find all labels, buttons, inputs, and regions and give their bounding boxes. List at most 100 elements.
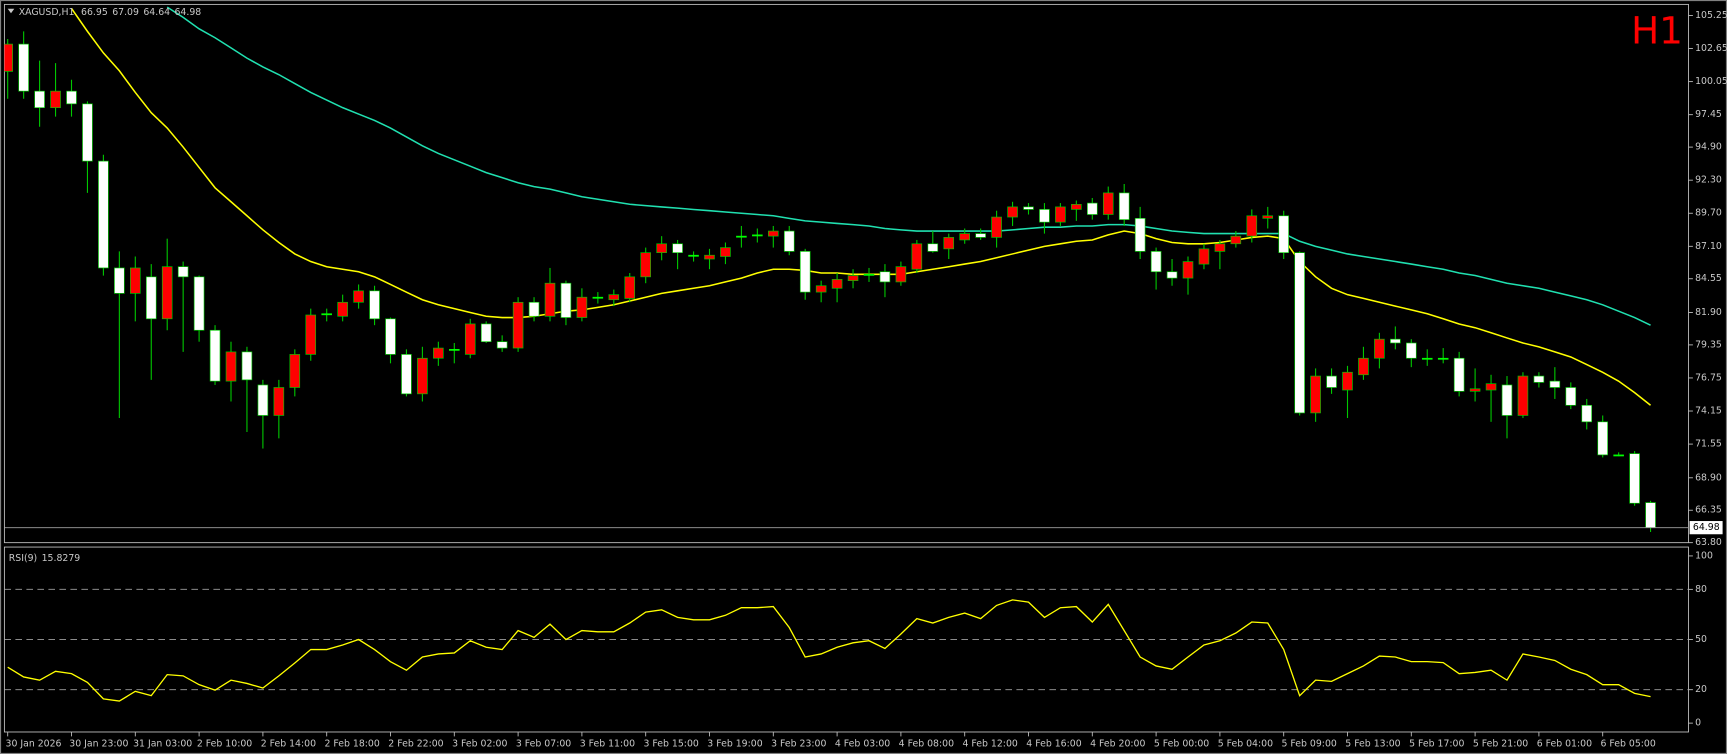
candle-body bbox=[417, 357, 428, 395]
candle-body bbox=[1501, 384, 1513, 416]
candle-body bbox=[720, 247, 731, 257]
candle-body bbox=[480, 323, 492, 343]
y-tick-label: 105.25 bbox=[1695, 10, 1727, 21]
x-tick-label: 4 Feb 12:00 bbox=[963, 739, 1018, 750]
candle-body bbox=[1549, 380, 1561, 388]
candle-body bbox=[1310, 375, 1321, 414]
chart-header: XAGUSD,H1 66.95 67.09 64.64 64.98 bbox=[19, 7, 202, 18]
x-tick-label: 3 Feb 15:00 bbox=[644, 739, 699, 750]
y-tick-label: 102.65 bbox=[1695, 43, 1727, 54]
open-value: 66.95 bbox=[81, 7, 108, 18]
rsi-header: RSI(9) 15.8279 bbox=[9, 553, 80, 564]
y-tick-label: 0 bbox=[1695, 718, 1701, 729]
x-tick-label: 2 Feb 18:00 bbox=[325, 739, 380, 750]
candle-body bbox=[305, 314, 317, 355]
candle-body bbox=[401, 354, 412, 395]
x-tick-label: 2 Feb 10:00 bbox=[197, 739, 252, 750]
candle-body bbox=[544, 282, 556, 317]
candle-body bbox=[273, 387, 285, 416]
candle-body bbox=[225, 351, 237, 382]
candle-body bbox=[1326, 375, 1337, 388]
candle-body bbox=[1453, 357, 1465, 392]
candle-body bbox=[1102, 192, 1114, 215]
x-tick-label: 4 Feb 16:00 bbox=[1026, 739, 1081, 750]
candle-body bbox=[34, 90, 45, 109]
y-tick-label: 81.90 bbox=[1695, 307, 1722, 318]
candle-body bbox=[1134, 218, 1146, 252]
y-tick-label: 68.90 bbox=[1695, 472, 1722, 483]
candle-body bbox=[943, 237, 955, 250]
y-tick-label: 84.55 bbox=[1695, 273, 1722, 284]
y-tick-label: 76.75 bbox=[1695, 372, 1722, 383]
candle-body bbox=[1390, 338, 1401, 344]
candle-body bbox=[1055, 206, 1066, 223]
rsi-title: RSI(9) bbox=[9, 553, 37, 564]
x-tick-label: 5 Feb 13:00 bbox=[1345, 739, 1400, 750]
candle-body bbox=[1629, 453, 1640, 504]
candle-body bbox=[369, 290, 380, 320]
candle-body bbox=[768, 230, 779, 237]
candle-body bbox=[783, 230, 795, 252]
candle-body bbox=[831, 279, 843, 289]
candle-body bbox=[560, 282, 572, 318]
candle-body bbox=[624, 276, 636, 299]
y-tick-label: 100 bbox=[1695, 550, 1713, 561]
candle-body bbox=[66, 90, 77, 105]
close-value: 64.98 bbox=[174, 7, 201, 18]
x-tick-label: 4 Feb 03:00 bbox=[835, 739, 890, 750]
y-tick-label: 71.55 bbox=[1695, 439, 1722, 450]
x-tick-label: 5 Feb 21:00 bbox=[1473, 739, 1528, 750]
candle-body bbox=[1374, 338, 1385, 359]
x-tick-label: 31 Jan 03:00 bbox=[133, 739, 192, 750]
menu-arrow bbox=[7, 8, 15, 14]
candle-body bbox=[815, 285, 827, 293]
x-tick-label: 5 Feb 04:00 bbox=[1218, 739, 1273, 750]
candle-body bbox=[1294, 252, 1305, 414]
candle-body bbox=[464, 323, 476, 355]
main-panel bbox=[3, 3, 1689, 544]
candle-body bbox=[1214, 243, 1226, 252]
candle-body bbox=[975, 233, 986, 238]
candle-body bbox=[241, 351, 253, 381]
low-value: 64.64 bbox=[143, 7, 170, 18]
x-tick-label: 3 Feb 19:00 bbox=[707, 739, 762, 750]
x-tick-label: 3 Feb 07:00 bbox=[516, 739, 571, 750]
x-tick-label: 5 Feb 17:00 bbox=[1409, 739, 1464, 750]
main-plot bbox=[4, 6, 1689, 532]
y-tick-label: 92.30 bbox=[1695, 175, 1722, 186]
candle-body bbox=[1533, 375, 1545, 383]
candle-body bbox=[1007, 206, 1018, 218]
candle-body bbox=[1246, 215, 1258, 237]
candle-body bbox=[161, 266, 173, 320]
candle-body bbox=[991, 216, 1002, 238]
y-tick-label: 94.90 bbox=[1695, 142, 1722, 153]
candle-body bbox=[1278, 215, 1289, 254]
candle-body bbox=[704, 254, 715, 260]
candle-body bbox=[289, 354, 301, 388]
candle-body bbox=[496, 341, 508, 349]
candle-body bbox=[911, 243, 923, 270]
candle-body bbox=[114, 267, 125, 294]
candle-body bbox=[1198, 248, 1210, 265]
candle-body bbox=[1230, 235, 1242, 245]
candle-body bbox=[1087, 202, 1098, 215]
x-tick-label: 5 Feb 09:00 bbox=[1282, 739, 1337, 750]
candle-body bbox=[50, 90, 61, 109]
candle-body bbox=[18, 43, 29, 92]
candle-body bbox=[512, 301, 524, 349]
rsi-value: 15.8279 bbox=[42, 553, 81, 564]
moving-average bbox=[166, 6, 1651, 326]
candle-body bbox=[608, 294, 620, 301]
candle-body bbox=[98, 160, 109, 269]
candle-body bbox=[895, 266, 907, 283]
candle-body bbox=[1613, 454, 1624, 457]
candle-body bbox=[1342, 371, 1353, 391]
candle-body bbox=[1517, 375, 1529, 416]
x-tick-label: 5 Feb 00:00 bbox=[1154, 739, 1209, 750]
candle-body bbox=[656, 243, 667, 254]
y-tick-label: 74.15 bbox=[1695, 406, 1722, 417]
candle-body bbox=[1581, 404, 1593, 423]
